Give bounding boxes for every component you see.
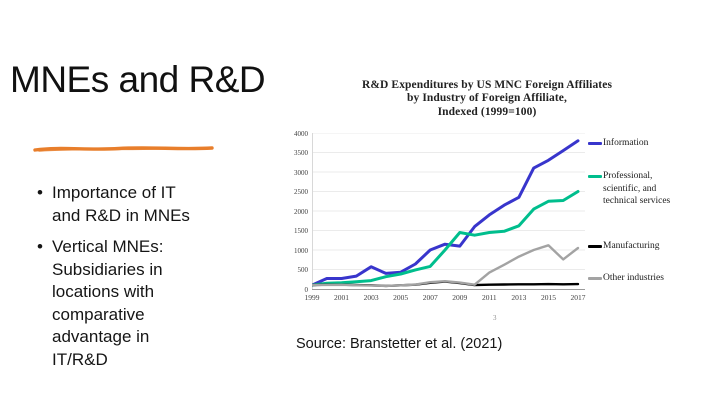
x-axis-label: 2009 — [452, 293, 468, 302]
legend-swatch-information — [588, 142, 602, 145]
y-axis-label: 0 — [304, 285, 309, 294]
divider-line — [33, 146, 214, 152]
x-axis-label: 2017 — [570, 293, 586, 302]
legend-swatch-professional — [588, 175, 602, 178]
x-axis-label: 1999 — [304, 293, 320, 302]
legend-label: Information — [603, 138, 649, 148]
y-axis-label: 4000 — [294, 129, 308, 138]
y-axis-label: 1000 — [294, 246, 308, 255]
series-line-professional — [312, 190, 580, 287]
bullet-marker: • — [37, 237, 43, 256]
bullet-text: Importance of IT and R&D in MNEs — [52, 183, 190, 225]
source-text: Source: Branstetter et al. (2021) — [296, 336, 503, 352]
y-axis-label: 500 — [297, 266, 309, 274]
legend-item-information: Information — [588, 137, 648, 150]
legend-label: Other industries — [603, 273, 664, 283]
legend-item-other: Other industries — [588, 272, 664, 285]
chart-region: R&D Expenditures by US MNC Foreign Affil… — [290, 75, 720, 330]
x-axis-label: 2001 — [334, 293, 350, 302]
chart-footnote-mark: 3 — [493, 314, 497, 322]
y-axis-label: 2500 — [294, 188, 308, 196]
legend-swatch-other — [588, 277, 602, 280]
y-axis-label: 3000 — [294, 168, 308, 177]
bullet-text: Vertical MNEs: Subsidiaries in locations… — [52, 237, 164, 369]
bullet-item: • Vertical MNEs: Subsidiaries in location… — [36, 236, 221, 371]
slide-title: MNEs and R&D — [10, 59, 266, 100]
chart-plot — [312, 133, 585, 290]
series-line-information — [312, 139, 580, 287]
legend-item-professional: Professional, scientific, and technical … — [588, 170, 670, 208]
bullet-marker: • — [37, 183, 43, 202]
x-axis-label: 2015 — [540, 293, 556, 302]
y-axis-label: 1500 — [294, 227, 308, 235]
y-axis-label: 3500 — [294, 149, 308, 157]
x-axis-label: 2011 — [481, 293, 497, 302]
chart-legend: Information Professional, scientific, and… — [588, 133, 720, 293]
bullet-item: • Importance of IT and R&D in MNEs — [36, 182, 221, 227]
series-line-other — [312, 244, 580, 288]
legend-swatch-manufacturing — [588, 245, 602, 248]
legend-label: Manufacturing — [603, 241, 660, 251]
y-axis-label: 2000 — [294, 207, 308, 216]
x-axis-label: 2003 — [363, 293, 379, 302]
x-axis-label: 2007 — [422, 293, 438, 302]
x-axis-label: 2005 — [393, 293, 409, 302]
legend-label: Professional, scientific, and technical … — [603, 171, 671, 207]
chart-title: R&D Expenditures by US MNC Foreign Affil… — [361, 79, 613, 118]
x-axis-label: 2013 — [511, 293, 527, 302]
legend-item-manufacturing: Manufacturing — [588, 240, 659, 253]
bullet-list: • Importance of IT and R&D in MNEs • Verti… — [36, 182, 221, 380]
